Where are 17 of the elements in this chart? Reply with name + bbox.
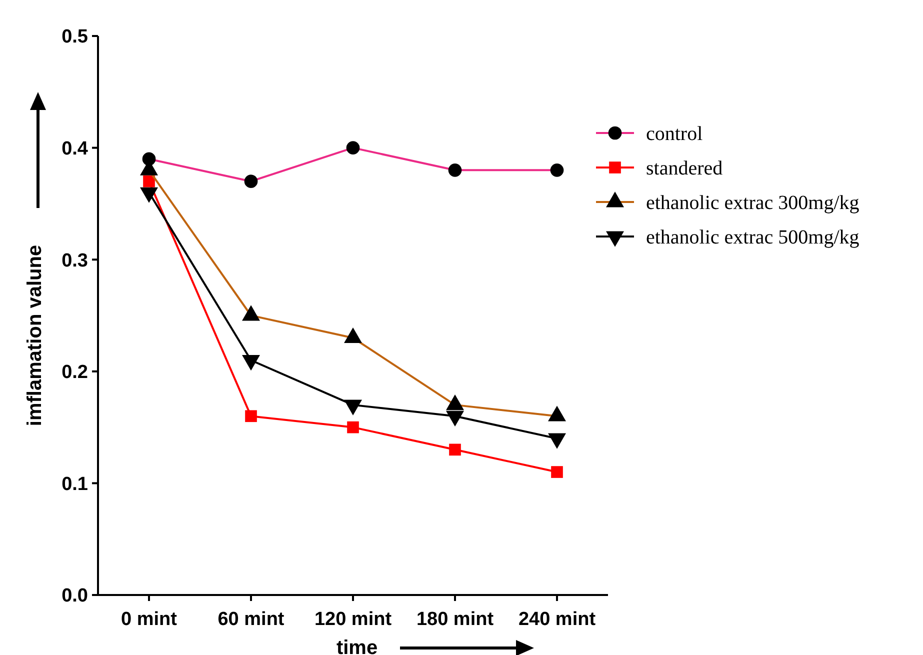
legend-label: ethanolic extrac 300mg/kg	[646, 192, 860, 214]
x-tick-label: 180 mint	[416, 609, 494, 630]
x-axis-title: time	[336, 637, 378, 655]
legend-label: ethanolic extrac 500mg/kg	[646, 226, 860, 248]
y-tick-label: 0.3	[62, 250, 88, 272]
y-tick-label: 0.0	[62, 586, 88, 607]
x-tick-label: 0 mint	[121, 609, 178, 630]
y-tick-label: 0.2	[62, 362, 88, 384]
legend-label: control	[646, 123, 704, 145]
x-tick-label: 120 mint	[314, 609, 392, 630]
y-tick-label: 0.4	[62, 138, 88, 160]
y-tick-label: 0.5	[62, 26, 88, 48]
legend-label: standered	[646, 158, 723, 180]
y-axis-title: imflamation valune	[24, 244, 46, 426]
y-tick-label: 0.1	[62, 474, 88, 495]
x-tick-label: 60 mint	[218, 609, 285, 630]
x-tick-label: 240 mint	[518, 609, 596, 630]
